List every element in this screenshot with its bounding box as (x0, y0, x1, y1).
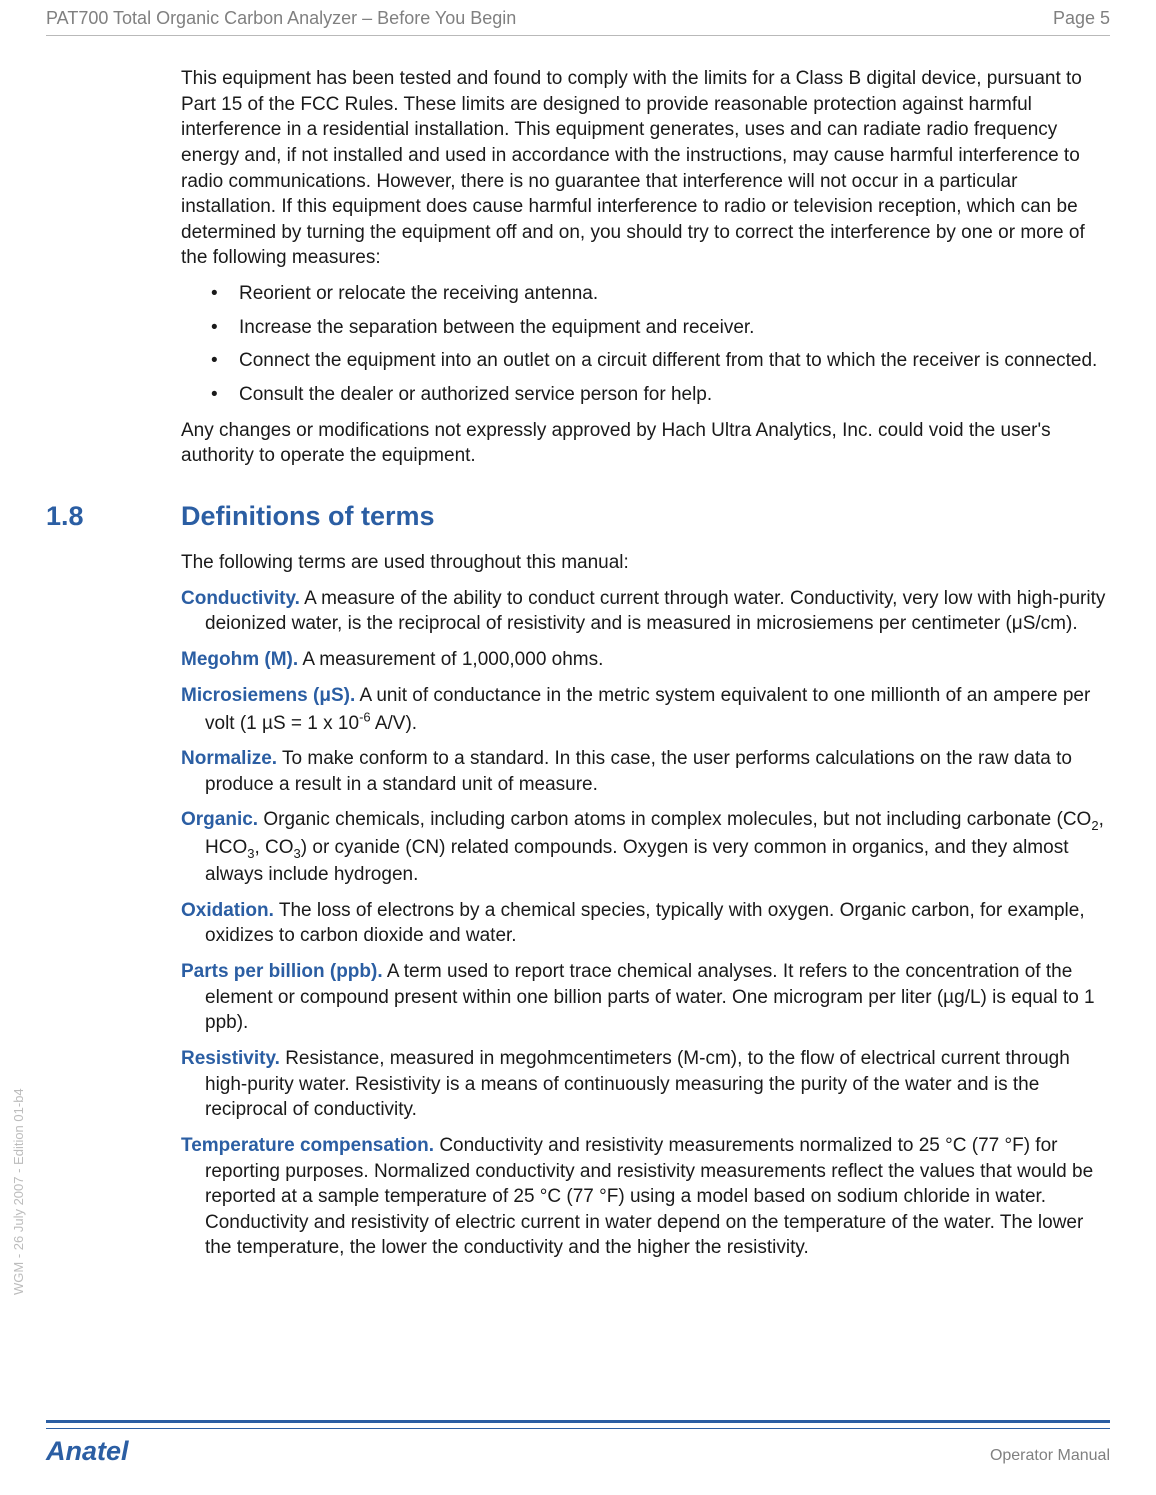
fcc-para-2: Any changes or modifications not express… (181, 418, 1110, 469)
definition-term: Conductivity. (181, 588, 300, 609)
definition-item: Microsiemens (μS). A unit of conductance… (181, 683, 1110, 737)
definitions-block: The following terms are used throughout … (181, 550, 1110, 1261)
definition-item: Resistivity. Resistance, measured in meg… (181, 1046, 1110, 1123)
definition-term: Parts per billion (ppb). (181, 961, 383, 982)
list-item: Reorient or relocate the receiving anten… (211, 281, 1110, 307)
page-header: PAT700 Total Organic Carbon Analyzer – B… (0, 0, 1156, 35)
list-item: Increase the separation between the equi… (211, 315, 1110, 341)
footer-rule-thin (46, 1428, 1110, 1429)
definition-item: Oxidation. The loss of electrons by a ch… (181, 898, 1110, 949)
definition-term: Megohm (M). (181, 649, 298, 670)
list-item: Connect the equipment into an outlet on … (211, 348, 1110, 374)
section-lead: The following terms are used throughout … (181, 550, 1110, 576)
section-number: 1.8 (46, 501, 181, 532)
definition-item: Conductivity. A measure of the ability t… (181, 586, 1110, 637)
fcc-para-1: This equipment has been tested and found… (181, 66, 1110, 271)
section-heading-row: 1.8 Definitions of terms (46, 501, 1110, 532)
definition-term: Resistivity. (181, 1048, 280, 1069)
definition-body: Organic chemicals, including carbon atom… (205, 809, 1104, 885)
definition-item: Normalize. To make conform to a standard… (181, 746, 1110, 797)
definition-body: To make conform to a standard. In this c… (205, 748, 1072, 795)
side-edition-text: WGM - 26 July 2007 - Edition 01-b4 (11, 1088, 26, 1295)
header-title: PAT700 Total Organic Carbon Analyzer – B… (46, 8, 516, 29)
fcc-block: This equipment has been tested and found… (181, 66, 1110, 469)
definition-term: Microsiemens (μS). (181, 685, 355, 706)
definition-body: A measure of the ability to conduct curr… (205, 588, 1105, 635)
section-title: Definitions of terms (181, 501, 435, 532)
definition-term: Oxidation. (181, 900, 274, 921)
footer-rule-thick (46, 1420, 1110, 1423)
list-item: Consult the dealer or authorized service… (211, 382, 1110, 408)
definition-term: Temperature compensation. (181, 1135, 434, 1156)
definition-item: Organic. Organic chemicals, including ca… (181, 807, 1110, 887)
footer-doc-title: Operator Manual (990, 1447, 1110, 1465)
page: PAT700 Total Organic Carbon Analyzer – B… (0, 0, 1156, 1495)
footer-brand: Anatel (46, 1436, 129, 1467)
definition-item: Megohm (M). A measurement of 1,000,000 o… (181, 647, 1110, 673)
definition-body: Resistance, measured in megohmcentimeter… (205, 1048, 1070, 1120)
definition-term: Normalize. (181, 748, 277, 769)
header-page-number: Page 5 (1053, 8, 1110, 29)
fcc-bullet-list: Reorient or relocate the receiving anten… (211, 281, 1110, 408)
definition-item: Parts per billion (ppb). A term used to … (181, 959, 1110, 1036)
definition-body: The loss of electrons by a chemical spec… (205, 900, 1085, 947)
definition-body: A measurement of 1,000,000 ohms. (298, 649, 603, 670)
definition-item: Temperature compensation. Conductivity a… (181, 1133, 1110, 1261)
content-area: This equipment has been tested and found… (0, 36, 1156, 1261)
definitions-list: Conductivity. A measure of the ability t… (181, 586, 1110, 1261)
page-footer: Anatel Operator Manual (46, 1436, 1110, 1467)
definition-term: Organic. (181, 809, 258, 830)
